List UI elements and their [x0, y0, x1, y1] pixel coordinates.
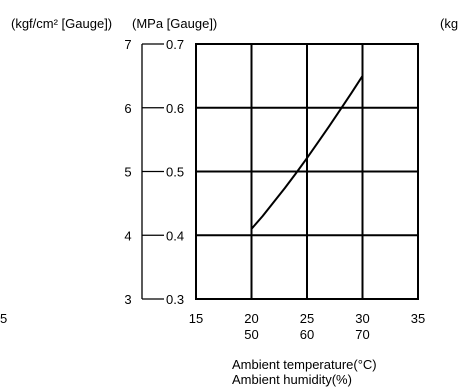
inner-y-tick-label: 0.4	[166, 228, 184, 243]
outer-y-tick-label: 7	[124, 37, 131, 52]
x-temp-tick-label: 20	[244, 311, 258, 326]
plot-frame	[195, 43, 419, 300]
x-temp-tick-label: 25	[300, 311, 314, 326]
inner-y-tick-label: 0.6	[166, 101, 184, 116]
outer-y-tick-label: 3	[124, 292, 131, 307]
x-axis-label-2: Ambient humidity(%)	[232, 372, 352, 387]
x-humidity-tick-label: 60	[300, 327, 314, 342]
series-line	[250, 75, 364, 230]
x-humidity-tick-label: 50	[244, 327, 258, 342]
inner-y-tick-label: 0.5	[166, 165, 184, 180]
inner-y-tick-label: 0.3	[166, 292, 184, 307]
x-temp-tick-label: 35	[411, 311, 425, 326]
x-humidity-tick-label: 70	[355, 327, 369, 342]
outer-y-tick-label: 5	[124, 165, 131, 180]
x-axis-label: Ambient temperature(°C)	[232, 357, 377, 372]
right-unit-label: (MPa [Gauge])	[132, 16, 217, 31]
x-temp-tick-label: 15	[189, 311, 203, 326]
outer-y-tick-label: 4	[124, 228, 131, 243]
left-unit-label: (kgf/cm² [Gauge])	[11, 16, 112, 31]
clipped-unit-label: (kg	[440, 16, 458, 31]
inner-y-tick-label: 0.7	[166, 37, 184, 52]
clipped-tick-label: 5	[0, 311, 7, 326]
x-temp-tick-label: 30	[355, 311, 369, 326]
outer-y-tick-label: 6	[124, 101, 131, 116]
